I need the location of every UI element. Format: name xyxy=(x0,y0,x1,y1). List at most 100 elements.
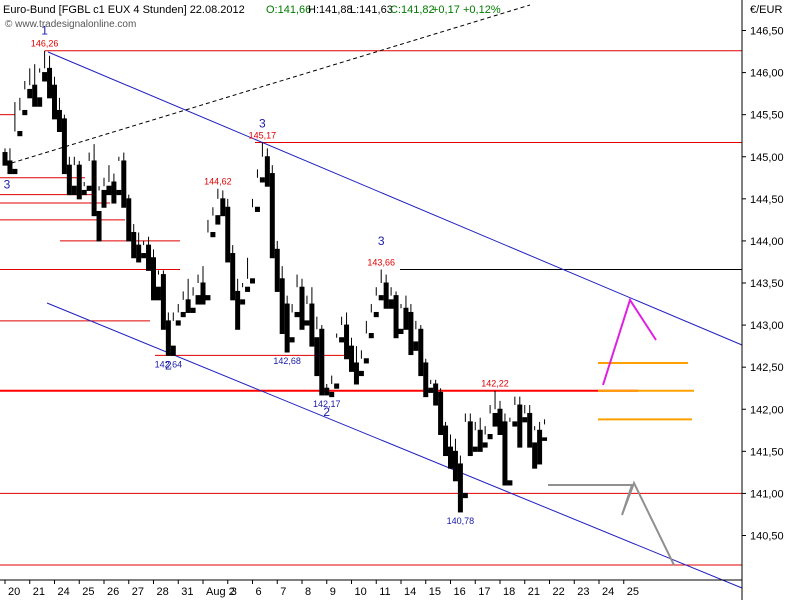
x-tick-label: 18 xyxy=(503,586,515,598)
candle-body xyxy=(482,442,488,448)
y-tick-label: 140,50 xyxy=(750,531,784,543)
candle-body xyxy=(309,303,315,347)
candle-body xyxy=(438,391,444,435)
candle-body xyxy=(467,421,473,457)
candle-body xyxy=(413,341,419,351)
projection-down-path xyxy=(548,480,675,566)
candle-body xyxy=(32,84,38,107)
x-tick-label: 7 xyxy=(280,586,286,598)
candlesticks xyxy=(2,50,548,513)
header-instrument: Euro-Bund [FGBL c1 EUX 4 Stunden] 22.08.… xyxy=(3,4,245,16)
projection-up-path xyxy=(602,297,657,386)
x-tick-label: 25 xyxy=(82,586,94,598)
candle-body xyxy=(507,480,513,486)
candle-body xyxy=(245,286,251,292)
candle-body xyxy=(250,278,255,284)
candle-body xyxy=(373,311,379,318)
candle-body xyxy=(76,164,82,200)
candle-body xyxy=(61,118,67,175)
candle-body xyxy=(304,320,310,326)
header-close: C:141,82 xyxy=(390,4,435,16)
candle-body xyxy=(443,425,449,457)
candle-body xyxy=(27,88,33,99)
candle-body xyxy=(96,210,102,242)
candle-body xyxy=(151,257,156,301)
candle-body xyxy=(487,434,493,440)
candle-body xyxy=(517,404,523,448)
x-tick-label: 21 xyxy=(33,586,45,598)
candle-body xyxy=(146,244,152,271)
candle-body xyxy=(448,446,453,469)
candle-body xyxy=(175,320,181,326)
candle-body xyxy=(472,446,478,452)
candle-body xyxy=(462,492,468,499)
x-tick-label: 22 xyxy=(553,586,565,598)
candle-body xyxy=(299,286,305,330)
candle-body xyxy=(17,131,23,137)
header-low: L:141,63 xyxy=(350,4,393,16)
header-open: O:141,66 xyxy=(266,4,311,16)
x-tick-label: 28 xyxy=(157,586,169,598)
candle-body xyxy=(324,387,330,396)
wave-count-label: 2 xyxy=(165,359,172,373)
candle-body xyxy=(334,383,340,389)
x-tick-label: 10 xyxy=(355,586,367,598)
wave-count-label: 3 xyxy=(378,234,385,248)
candle-body xyxy=(289,337,295,343)
candle-body xyxy=(52,84,57,120)
candle-body xyxy=(106,185,112,196)
candle-body xyxy=(101,189,107,208)
candle-body xyxy=(542,437,548,441)
candle-body xyxy=(512,421,518,427)
candle-body xyxy=(56,109,62,133)
candle-body xyxy=(527,412,533,448)
y-tick-label: 146,50 xyxy=(750,26,784,38)
x-tick-label: 15 xyxy=(429,586,441,598)
candle-body xyxy=(378,295,384,301)
candle-body xyxy=(264,156,270,187)
candle-body xyxy=(383,282,389,309)
candle-body xyxy=(141,253,147,259)
candle-body xyxy=(279,278,285,334)
candle-body xyxy=(398,328,404,334)
candle-body xyxy=(403,307,409,330)
x-tick-label: 11 xyxy=(379,586,390,598)
candle-body xyxy=(393,295,399,339)
y-tick-label: 143,00 xyxy=(750,320,784,332)
price-label: 144,62 xyxy=(204,177,232,187)
header-change-pct: +0,12% xyxy=(463,4,501,16)
candle-body xyxy=(240,299,246,305)
price-label: 142,22 xyxy=(481,379,509,389)
y-tick-label: 146,00 xyxy=(750,68,784,80)
candle-body xyxy=(42,72,48,82)
candle-body xyxy=(91,160,97,217)
x-tick-label: 3 xyxy=(231,586,237,598)
candle-body xyxy=(230,253,236,301)
candle-body xyxy=(537,429,543,465)
candle-body xyxy=(165,320,171,356)
candle-body xyxy=(349,345,354,372)
y-tick-label: 142,50 xyxy=(750,362,784,374)
wave-count-label: 3 xyxy=(259,116,266,130)
candle-body xyxy=(210,232,216,238)
candle-body xyxy=(195,295,201,305)
x-tick-label: 24 xyxy=(602,586,614,598)
candle-body xyxy=(7,160,13,175)
channel-lower-line xyxy=(46,302,743,589)
x-tick-label: 31 xyxy=(181,586,193,598)
candle-body xyxy=(200,282,206,305)
y-axis-unit: €/EUR xyxy=(750,4,782,16)
x-tick-label: 9 xyxy=(330,586,336,598)
candle-body xyxy=(116,189,122,196)
candle-body xyxy=(363,358,369,364)
candle-body xyxy=(220,198,226,217)
candle-body xyxy=(47,67,53,99)
candle-body xyxy=(136,244,142,263)
x-tick-label: 20 xyxy=(8,586,20,598)
price-label: 146,26 xyxy=(31,39,59,49)
candle-body xyxy=(215,215,221,225)
candle-body xyxy=(532,442,538,469)
candle-body xyxy=(22,109,28,116)
x-tick-label: 27 xyxy=(132,586,144,598)
